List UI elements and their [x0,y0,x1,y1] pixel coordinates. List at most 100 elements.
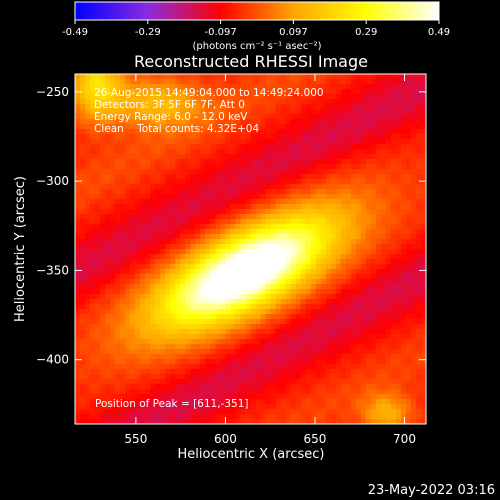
heatmap-cell [305,199,312,205]
heatmap-cell [355,99,362,105]
heatmap-cell [180,149,186,155]
heatmap-cell [345,279,352,285]
heatmap-cell [210,204,216,210]
heatmap-cell [255,249,262,255]
heatmap-cell [230,389,237,395]
heatmap-cell [335,209,342,215]
heatmap-cell [200,329,206,335]
heatmap-cell [135,299,141,305]
heatmap-cell [390,74,397,80]
heatmap-cell [115,94,121,100]
heatmap-cell [375,364,382,370]
heatmap-cell [130,239,136,245]
heatmap-cell [190,84,196,90]
heatmap-cell [140,334,146,340]
heatmap-cell [100,174,106,180]
heatmap-cell [395,174,402,180]
heatmap-cell [180,99,186,105]
heatmap-cell [335,99,342,105]
heatmap-cell [265,304,272,310]
heatmap-cell [175,284,181,290]
heatmap-cell [415,159,422,165]
heatmap-cell [410,204,417,210]
heatmap-cell [240,314,247,320]
heatmap-cell [335,294,342,300]
heatmap-cell [120,109,126,115]
heatmap-cell [120,284,126,290]
heatmap-cell [165,124,171,130]
heatmap-cell [275,249,282,255]
heatmap-cell [130,204,136,210]
heatmap-cell [160,169,166,175]
heatmap-cell [410,214,417,220]
heatmap-cell [325,319,332,325]
heatmap-cell [380,264,387,270]
heatmap-cell [180,209,186,215]
heatmap-cell [190,319,196,325]
heatmap-cell [270,209,277,215]
heatmap-cell [135,219,141,225]
heatmap-cell [320,89,327,95]
heatmap-cell [380,234,387,240]
heatmap-cell [105,164,111,170]
heatmap-cell [240,184,247,190]
heatmap-cell [405,389,412,395]
heatmap-cell [320,324,327,330]
heatmap-cell [265,84,272,90]
heatmap-cell [345,329,352,335]
plot-frame [74,73,427,425]
heatmap-cell [330,74,337,80]
heatmap-cell [290,199,297,205]
heatmap-cell [90,259,96,265]
heatmap-cell [175,394,181,400]
heatmap-cell [220,309,227,315]
heatmap-cell [95,319,101,325]
heatmap-cell [355,114,362,120]
heatmap-cell [175,334,181,340]
heatmap-cell [415,179,422,185]
colorbar-tick-label: 0.29 [355,27,377,38]
heatmap-cell [340,179,347,185]
heatmap-cell [325,144,332,150]
heatmap-cell [295,314,302,320]
heatmap-cell [90,209,96,215]
heatmap-cell [230,254,237,260]
heatmap-cell [310,299,317,305]
heatmap-cell [230,229,237,235]
heatmap-cell [230,124,237,130]
heatmap-cell [400,384,407,390]
heatmap-cell [255,374,262,380]
heatmap-cell [345,384,352,390]
heatmap-cell [200,409,206,415]
heatmap-cell [295,339,302,345]
heatmap-cell [80,139,86,145]
heatmap-cell [320,79,327,85]
heatmap-cell [245,74,252,80]
heatmap-cell [115,179,121,185]
heatmap-cell [250,109,257,115]
heatmap-cell [275,374,282,380]
heatmap-cell [410,344,417,350]
heatmap-cell [265,409,272,415]
heatmap-cell [305,289,312,295]
heatmap-cell [295,284,302,290]
heatmap-cell [375,144,382,150]
heatmap-cell [325,369,332,375]
heatmap-cell [420,154,426,160]
heatmap-cell [105,339,111,345]
heatmap-cell [385,114,392,120]
heatmap-cell [140,209,146,215]
heatmap-cell [215,319,222,325]
heatmap-cell [360,134,367,140]
heatmap-cell [385,109,392,115]
heatmap-cell [395,294,402,300]
heatmap-cell [95,394,101,400]
heatmap-cell [190,364,196,370]
heatmap-cell [315,74,322,80]
heatmap-cell [230,334,237,340]
heatmap-cell [365,139,372,145]
heatmap-cell [185,209,191,215]
heatmap-cell [310,399,317,405]
heatmap-cell [310,134,317,140]
heatmap-cell [225,234,232,240]
